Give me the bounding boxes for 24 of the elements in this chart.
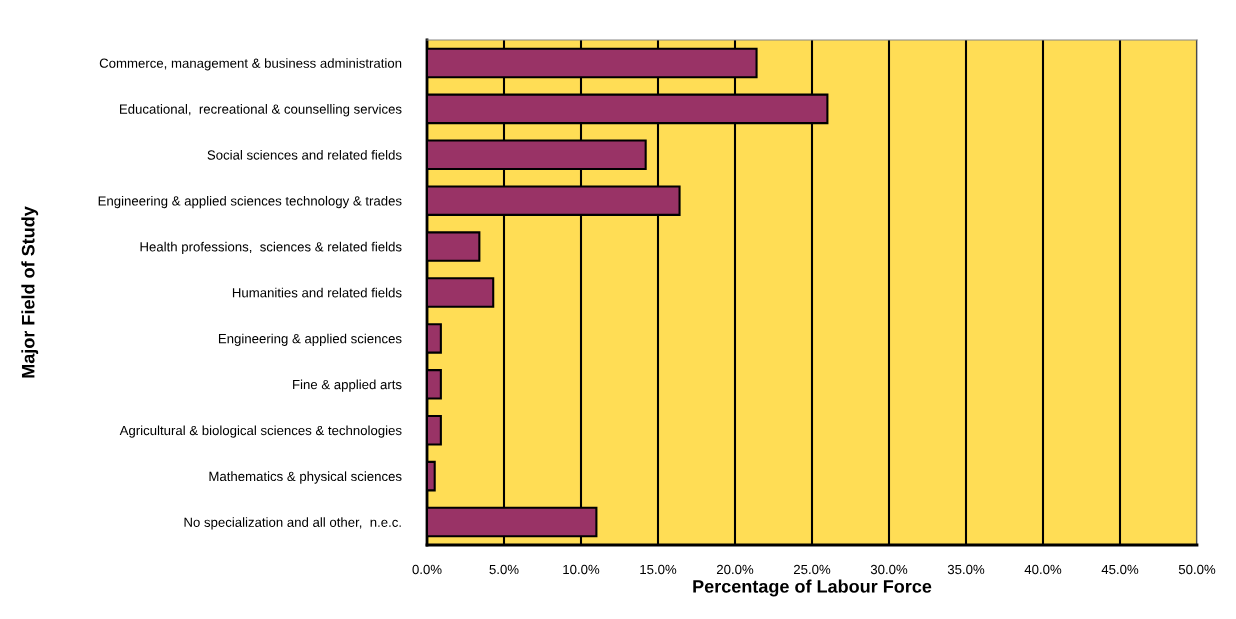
y-tick-label: Engineering & applied sciences technology & trades bbox=[98, 195, 402, 209]
x-tick-label: 20.0% bbox=[716, 564, 754, 575]
y-tick-label: Agricultural & biological sciences & technologies bbox=[119, 425, 402, 438]
x-tick-label: 25.0% bbox=[793, 564, 831, 575]
y-axis-title: Major Field of Study bbox=[21, 206, 39, 378]
x-axis-title: Percentage of Labour Force bbox=[693, 579, 932, 597]
x-tick-label: 15.0% bbox=[640, 564, 677, 575]
y-tick-label: Fine & applied arts bbox=[293, 379, 402, 392]
x-tick-label: 5.0% bbox=[489, 564, 519, 575]
x-tick-label: 40.0% bbox=[1024, 564, 1062, 575]
x-tick-label: 35.0% bbox=[947, 564, 985, 575]
y-tick-label: Health professions, sciences & related fields bbox=[140, 241, 402, 255]
y-tick-label: No specialization and all other, n.e.c. bbox=[184, 517, 401, 530]
y-tick-label: Educational, recreational & counselling services bbox=[120, 104, 402, 117]
y-tick-label: Social sciences and related fields bbox=[207, 149, 402, 160]
x-tick-label: 50.0% bbox=[1178, 564, 1216, 575]
x-tick-label: 45.0% bbox=[1101, 564, 1139, 575]
y-tick-label: Engineering & applied sciences bbox=[218, 333, 402, 346]
x-tick-label: 30.0% bbox=[870, 564, 908, 575]
y-tick-label: Humanities and related fields bbox=[232, 287, 402, 298]
x-tick-label: 0.0% bbox=[412, 564, 442, 575]
y-tick-label: Mathematics & physical sciences bbox=[209, 471, 402, 484]
y-tick-label: Commerce, management & business administration bbox=[99, 58, 402, 71]
x-tick-label: 10.0% bbox=[563, 564, 600, 575]
